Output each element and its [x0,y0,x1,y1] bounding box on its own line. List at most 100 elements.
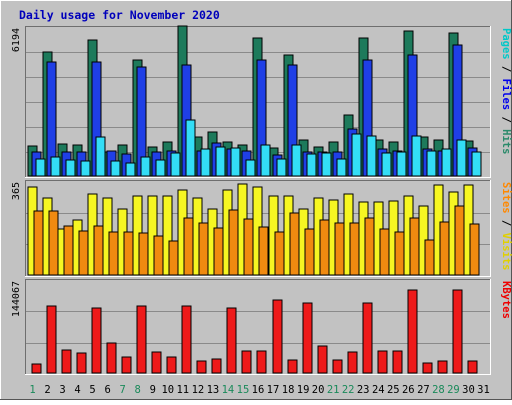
bar-pages-day-10 [170,152,181,177]
side-label-visits: Visits [500,233,512,271]
x-tick-label: 11 [176,384,189,396]
bar-kbytes-day-4 [76,352,87,374]
bar-pages-day-13 [215,146,226,177]
bar-sites-day-1 [33,210,44,276]
bar-pages-day-17 [276,158,287,177]
bar-sites-day-27 [424,239,435,276]
bar-sites-day-30 [469,223,480,276]
bar-sites-day-22 [349,222,360,276]
bar-kbytes-day-15 [241,350,252,374]
bar-kbytes-day-6 [106,342,117,374]
bar-sites-day-10 [168,240,179,276]
bar-pages-day-5 [95,136,106,177]
bar-pages-day-12 [200,148,211,177]
bar-kbytes-day-22 [347,351,358,374]
bar-kbytes-day-5 [91,307,102,374]
bar-pages-day-14 [230,147,241,177]
bar-sites-day-11 [183,217,194,276]
bar-kbytes-day-7 [121,356,132,374]
x-tick-label: 16 [252,384,265,396]
bar-pages-day-28 [441,148,452,177]
x-tick-label: 13 [207,384,220,396]
bar-sites-day-2 [48,210,59,276]
chart-title: Daily usage for November 2020 [19,8,220,22]
bar-kbytes-day-25 [392,350,403,374]
bar-pages-day-15 [245,159,256,177]
x-tick-label: 15 [237,384,250,396]
side-label-sites: Sites [500,182,512,214]
bar-kbytes-day-18 [287,359,298,374]
x-tick-label: 3 [59,384,65,396]
bar-pages-day-21 [336,158,347,177]
x-tick-label: 14 [222,384,235,396]
x-tick-label: 22 [342,384,355,396]
x-tick-label: 17 [267,384,280,396]
x-tick-label: 8 [135,384,141,396]
bar-sites-day-6 [108,231,119,276]
bar-sites-day-8 [138,232,149,276]
side-label-separator: / [500,214,512,233]
bar-kbytes-day-13 [211,358,222,374]
x-tick-label: 30 [462,384,475,396]
x-tick-label: 12 [192,384,205,396]
bar-pages-day-2 [50,156,61,177]
bar-pages-day-8 [140,156,151,177]
side-label-files: Files [500,79,512,111]
side-label-hits: Hits [500,129,512,154]
x-tick-label: 19 [297,384,310,396]
x-tick-label: 28 [432,384,445,396]
bar-pages-day-30 [471,151,482,177]
bar-pages-day-4 [80,160,91,177]
bar-pages-day-29 [456,139,467,177]
bar-sites-day-4 [78,230,89,276]
bar-kbytes-day-24 [377,350,388,374]
x-tick-label: 7 [120,384,126,396]
x-tick-label: 25 [387,384,400,396]
x-tick-label: 24 [372,384,385,396]
bar-sites-day-24 [379,228,390,276]
bar-sites-day-12 [198,222,209,276]
bar-sites-day-26 [409,217,420,276]
panel-kbytes: 144067 KBytes [11,279,512,375]
side-label-separator: / [500,60,512,79]
bar-pages-day-7 [125,162,136,177]
bar-kbytes-day-23 [362,302,373,374]
bar-kbytes-day-10 [166,356,177,374]
x-tick-label: 27 [417,384,430,396]
bar-kbytes-day-20 [317,345,328,374]
bar-pages-day-27 [426,150,437,177]
panel-side-label: Pages / Files / Hits [500,28,512,154]
bar-pages-day-16 [260,144,271,177]
bar-sites-day-28 [439,221,450,276]
bar-sites-day-16 [258,226,269,276]
panel-visits-sites: 365 Sites / Visits [11,180,512,277]
bar-sites-day-3 [63,225,74,276]
x-tick-label: 23 [357,384,370,396]
x-tick-label: 1 [29,384,35,396]
bar-sites-day-9 [153,235,164,276]
x-tick-label: 18 [282,384,295,396]
bar-sites-day-14 [228,209,239,276]
panel-side-label: KBytes [500,281,512,319]
bar-pages-day-11 [185,119,196,177]
bar-kbytes-day-26 [407,289,418,374]
bar-sites-day-25 [394,231,405,276]
bar-sites-day-5 [93,225,104,276]
side-label-separator: / [500,110,512,129]
bar-kbytes-day-19 [302,302,313,374]
bar-sites-day-29 [454,205,465,276]
bar-pages-day-26 [411,135,422,177]
bar-kbytes-day-9 [151,351,162,374]
bar-kbytes-day-12 [196,360,207,374]
bar-kbytes-day-3 [61,349,72,374]
panels: 6194 Pages / Files / Hits 365 Sites / Visit… [11,25,512,375]
bar-pages-day-3 [65,159,76,177]
side-label-pages: Pages [500,28,512,60]
bar-sites-day-19 [304,228,315,276]
bar-kbytes-day-14 [226,307,237,374]
bar-pages-day-6 [110,160,121,177]
x-axis-labels: 1 2 3 4 5 6 7 8 9 10 11 12 13 14 15 16 17 18 19 20 21 22 23 24 2… [29,384,489,396]
bar-pages-day-19 [306,153,317,177]
bar-pages-day-23 [366,135,377,177]
